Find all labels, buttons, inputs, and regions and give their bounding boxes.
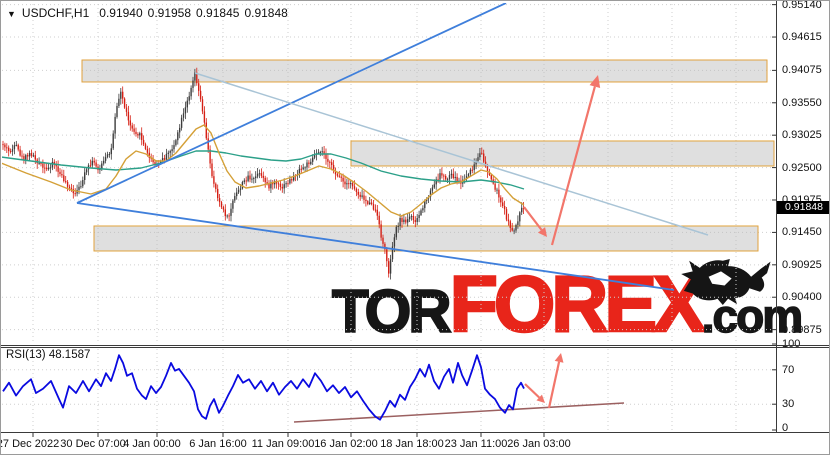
rsi-line: [2, 354, 525, 421]
quote-close: 0.91848: [244, 6, 288, 20]
axis-divider: [776, 1, 777, 433]
pane-divider-bottom[interactable]: [1, 347, 829, 348]
rsi-axis-label: 70: [782, 363, 795, 376]
price-axis-label: 0.90925: [782, 258, 822, 271]
quote-header: ▼ USDCHF,H1 0.91940 0.91958 0.91845 0.91848: [7, 6, 293, 20]
symbol-dropdown-icon[interactable]: ▼: [7, 9, 16, 19]
time-axis-label: 30 Dec 07:00: [60, 438, 126, 450]
price-axis-label: 0.93550: [782, 96, 822, 109]
time-axis-label: 27 Dec 2022: [0, 438, 60, 450]
support-zone-lower: [93, 225, 759, 252]
quote-high: 0.91958: [147, 6, 192, 20]
price-axis-label: 0.92500: [782, 161, 822, 174]
grid: [2, 4, 775, 431]
watermark-forex: FOREX: [448, 259, 707, 349]
rsi-bounce-arrow[interactable]: [554, 353, 564, 363]
ma-fast-orange: [2, 124, 525, 217]
time-axis-label: 4 Jan 00:00: [123, 438, 181, 450]
rsi-dip-arrow[interactable]: [536, 394, 545, 403]
price-axis-label: 0.90400: [782, 291, 822, 304]
time-axis-label: 11 Jan 09:00: [251, 438, 315, 450]
bull-logo-icon: [681, 259, 771, 305]
time-axis-label: 16 Jan 02:00: [314, 438, 378, 450]
time-axis-divider: [1, 432, 829, 433]
pane-divider-top[interactable]: [1, 345, 829, 346]
price-axis-label: 0.91450: [782, 226, 822, 239]
rsi-pane[interactable]: [2, 353, 625, 423]
price-axis-label: 0.94075: [782, 64, 822, 77]
rsi-indicator-label: RSI(13) 48.1587: [6, 349, 91, 361]
ma-slow-teal: [2, 150, 525, 190]
watermark-com: .com: [701, 289, 804, 342]
minor-descending-line[interactable]: [194, 72, 709, 236]
price-axis-label: 0.89875: [782, 323, 822, 336]
time-axis-label: 18 Jan 18:00: [380, 438, 444, 450]
time-axis-label: 26 Jan 03:00: [507, 438, 571, 450]
price-pane[interactable]: [1, 3, 775, 291]
current-price-badge: 0.91848: [777, 201, 829, 215]
time-axis-label: 6 Jan 16:00: [189, 438, 247, 450]
resistance-zone-upper: [81, 59, 768, 83]
candlestick-series: [2, 67, 525, 280]
descending-wedge-line[interactable]: [76, 202, 675, 291]
price-axis-label: 0.94615: [782, 31, 822, 44]
resistance-zone-middle: [350, 140, 775, 167]
rsi-axis-label: 0: [782, 422, 789, 434]
price-axis-label: 0.93025: [782, 129, 822, 142]
quote-open: 0.91940: [99, 6, 143, 20]
time-axis-label: 23 Jan 11:00: [444, 438, 508, 450]
quote-low: 0.91845: [196, 6, 240, 20]
price-axis-label: 0.95140: [782, 0, 822, 11]
symbol-period-label: USDCHF,H1: [21, 6, 90, 20]
projection-up-arrow[interactable]: [589, 75, 601, 89]
expected-dip-arrow[interactable]: [537, 227, 547, 237]
rsi-axis-label: 30: [782, 398, 795, 411]
rsi-support-trendline[interactable]: [293, 402, 625, 423]
